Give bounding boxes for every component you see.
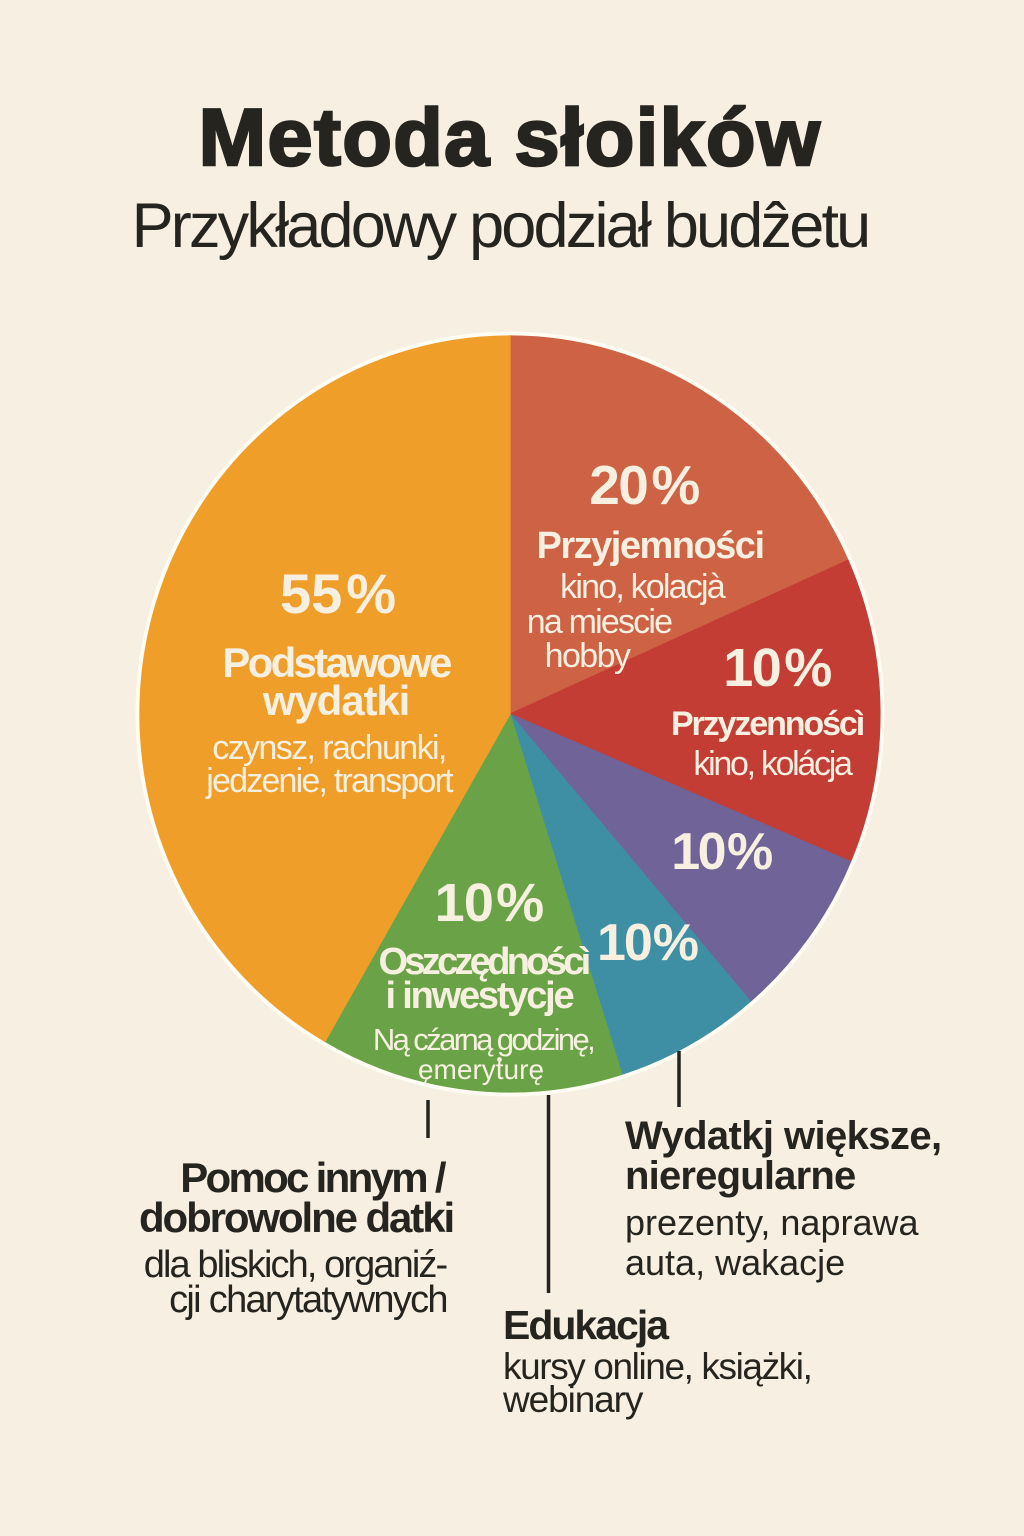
svg-text:czynsz, rachunki,: czynsz, rachunki, [212, 729, 446, 767]
svg-text:10%: 10% [723, 638, 831, 698]
svg-text:Przyjemności: Przyjemności [537, 525, 764, 567]
svg-text:prezenty, naprawa: prezenty, naprawa [625, 1202, 919, 1243]
svg-text:Przykładowy podział budẑetu: Przykładowy podział budẑetu [132, 191, 869, 261]
svg-text:10%: 10% [597, 914, 698, 972]
svg-text:20%: 20% [589, 454, 699, 516]
svg-text:kursy online, książki,: kursy online, książki, [503, 1346, 812, 1387]
svg-text:dobrowolne datki: dobrowolne datki [139, 1194, 453, 1241]
svg-text:Metoda słoików: Metoda słoików [199, 93, 822, 183]
svg-text:nieregularne: nieregularne [625, 1154, 855, 1198]
svg-text:dla bliskich, organiź-: dla bliskich, organiź- [144, 1244, 447, 1286]
svg-text:10%: 10% [435, 873, 544, 933]
svg-text:jedzenie, transport: jedzenie, transport [205, 762, 454, 800]
svg-text:10%: 10% [671, 823, 772, 881]
svg-text:Podstawowe: Podstawowe [222, 639, 451, 686]
svg-text:Edukacja: Edukacja [503, 1302, 670, 1348]
svg-text:hobby: hobby [545, 637, 631, 675]
svg-text:auta, wakacje: auta, wakacje [625, 1242, 845, 1283]
svg-text:kino, kolacjà: kino, kolacjà [560, 568, 726, 606]
svg-text:ęmeryturę: ęmeryturę [418, 1054, 544, 1085]
svg-text:kino, kolácja: kino, kolácja [693, 745, 853, 783]
svg-text:Ną cźarną godzinę,: Ną cźarną godzinę, [373, 1022, 593, 1057]
svg-text:Wydatkj większe,: Wydatkj większe, [625, 1114, 941, 1158]
svg-text:wydatki: wydatki [262, 677, 409, 724]
svg-text:Oszczędnoścì: Oszczędnoścì [378, 941, 589, 983]
svg-text:webinary: webinary [502, 1379, 644, 1420]
svg-text:Przyzennoścì: Przyzennoścì [671, 705, 864, 743]
svg-text:Pomoc innym /: Pomoc innym / [180, 1154, 447, 1201]
svg-text:55%: 55% [280, 562, 396, 625]
svg-text:na miescie: na miescie [527, 603, 672, 641]
svg-text:cji charytatywnych: cji charytatywnych [169, 1279, 447, 1321]
svg-text:i inwestycje: i inwestycje [386, 975, 574, 1017]
